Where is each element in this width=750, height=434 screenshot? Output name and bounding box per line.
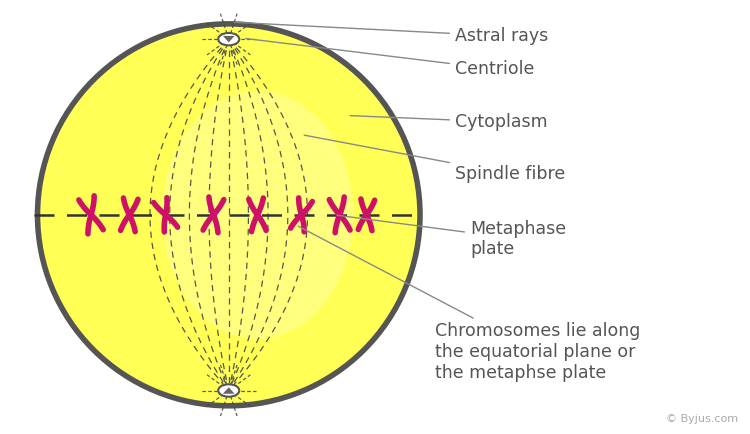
Circle shape [164, 213, 168, 217]
Text: Astral rays: Astral rays [235, 22, 548, 45]
Polygon shape [223, 36, 235, 43]
Ellipse shape [218, 385, 239, 397]
Circle shape [127, 212, 132, 217]
Circle shape [255, 212, 260, 217]
Circle shape [338, 212, 342, 217]
Text: Metaphase
plate: Metaphase plate [337, 215, 566, 258]
Circle shape [299, 213, 304, 217]
Circle shape [88, 212, 94, 217]
Text: © Byjus.com: © Byjus.com [666, 414, 738, 424]
Circle shape [364, 213, 369, 217]
Text: Cytoplasm: Cytoplasm [350, 113, 548, 131]
Ellipse shape [162, 91, 353, 339]
Text: Chromosomes lie along
the equatorial plane or
the metaphse plate: Chromosomes lie along the equatorial pla… [298, 226, 640, 382]
Ellipse shape [218, 33, 239, 46]
Text: Centriole: Centriole [245, 39, 534, 78]
Ellipse shape [38, 24, 420, 406]
Circle shape [211, 212, 216, 217]
Polygon shape [223, 387, 235, 394]
Text: Spindle fibre: Spindle fibre [304, 135, 566, 183]
